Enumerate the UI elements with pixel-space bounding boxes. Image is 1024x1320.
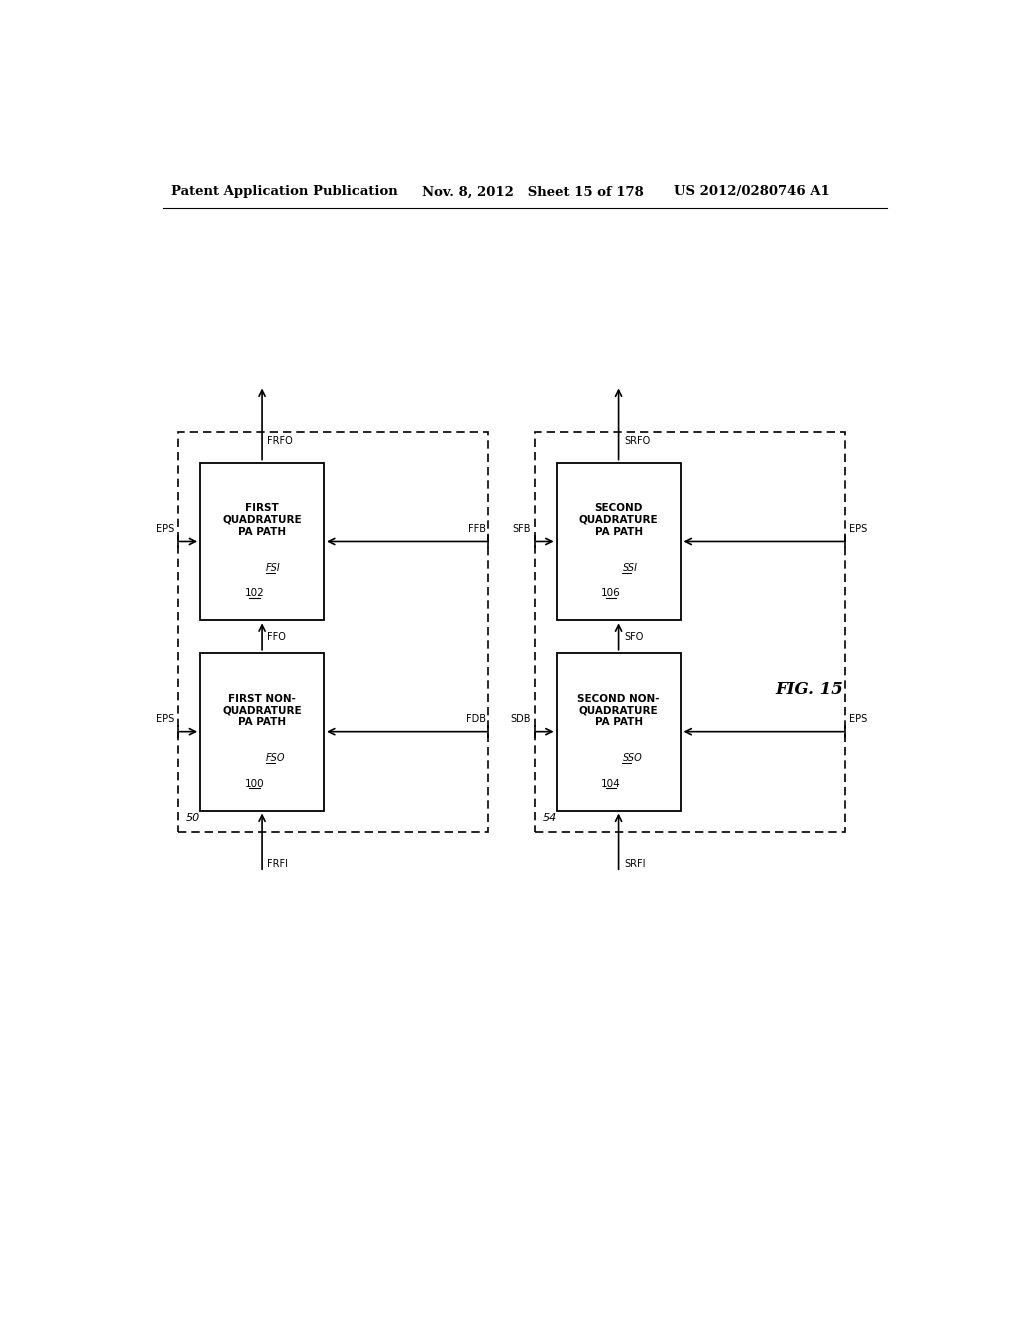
Text: SRFO: SRFO <box>624 436 650 446</box>
Text: FRFO: FRFO <box>267 436 293 446</box>
Text: EPS: EPS <box>157 714 174 723</box>
Bar <box>200 462 324 620</box>
Text: 50: 50 <box>186 813 201 822</box>
Text: FRFI: FRFI <box>267 859 289 869</box>
Bar <box>178 432 488 832</box>
Text: EPS: EPS <box>849 714 867 723</box>
Text: SECOND
QUADRATURE
PA PATH: SECOND QUADRATURE PA PATH <box>579 503 658 536</box>
Text: FFO: FFO <box>267 631 287 642</box>
Text: FSI: FSI <box>266 562 281 573</box>
Text: 106: 106 <box>601 589 621 598</box>
Text: SRFI: SRFI <box>624 859 645 869</box>
Text: SSI: SSI <box>623 562 638 573</box>
Text: EPS: EPS <box>849 524 867 533</box>
Text: US 2012/0280746 A1: US 2012/0280746 A1 <box>675 185 830 198</box>
Text: FSO: FSO <box>266 752 286 763</box>
Bar <box>200 653 324 810</box>
Text: SDB: SDB <box>511 714 531 723</box>
Text: SECOND NON-
QUADRATURE
PA PATH: SECOND NON- QUADRATURE PA PATH <box>578 693 659 727</box>
Text: FIRST NON-
QUADRATURE
PA PATH: FIRST NON- QUADRATURE PA PATH <box>222 693 302 727</box>
Text: FFB: FFB <box>468 524 486 533</box>
Text: SFB: SFB <box>512 524 531 533</box>
Bar <box>557 462 681 620</box>
Text: FIG. 15: FIG. 15 <box>775 681 843 698</box>
Text: FIRST
QUADRATURE
PA PATH: FIRST QUADRATURE PA PATH <box>222 503 302 536</box>
Text: SFO: SFO <box>624 631 643 642</box>
Text: Patent Application Publication: Patent Application Publication <box>171 185 397 198</box>
Text: 102: 102 <box>245 589 264 598</box>
Text: 54: 54 <box>543 813 557 822</box>
Text: EPS: EPS <box>157 524 174 533</box>
Bar <box>557 653 681 810</box>
Text: Nov. 8, 2012   Sheet 15 of 178: Nov. 8, 2012 Sheet 15 of 178 <box>423 185 644 198</box>
Text: 104: 104 <box>601 779 621 788</box>
Text: FDB: FDB <box>466 714 486 723</box>
Text: 100: 100 <box>245 779 264 788</box>
Bar <box>535 432 845 832</box>
Text: SSO: SSO <box>623 752 642 763</box>
